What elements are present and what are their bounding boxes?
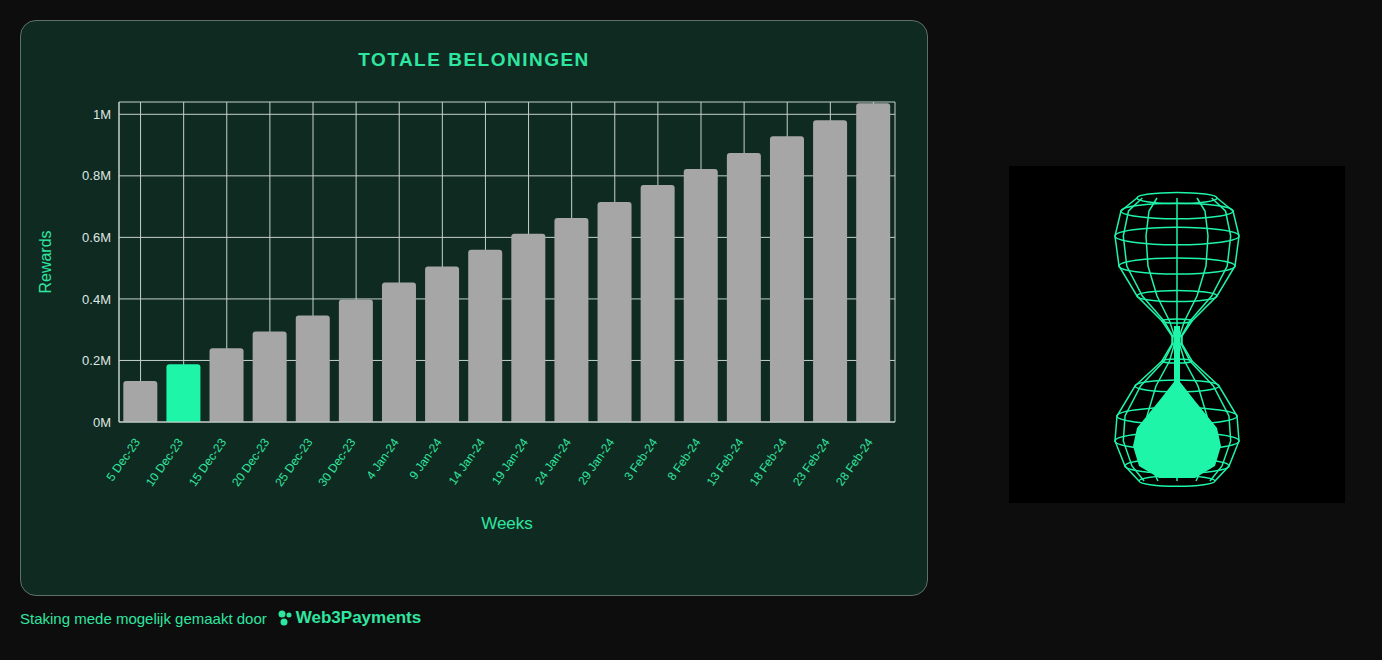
svg-text:0.2M: 0.2M xyxy=(82,353,111,368)
svg-text:4 Jan-24: 4 Jan-24 xyxy=(363,435,401,482)
svg-text:0.6M: 0.6M xyxy=(82,230,111,245)
html-text:Web3Payments: Web3Payments xyxy=(295,608,422,627)
svg-text:15 Dec-23: 15 Dec-23 xyxy=(186,435,229,489)
svg-text:Rewards: Rewards xyxy=(37,230,54,293)
svg-text:10 Dec-23: 10 Dec-23 xyxy=(143,435,186,489)
svg-text:8 Feb-24: 8 Feb-24 xyxy=(664,435,703,483)
svg-text:19 Jan-24: 19 Jan-24 xyxy=(489,435,531,487)
svg-text:20 Dec-23: 20 Dec-23 xyxy=(229,435,272,489)
svg-text:1M: 1M xyxy=(93,107,111,122)
html-text:Staking mede mogelijk gemaakt: Staking mede mogelijk gemaakt door xyxy=(20,609,267,627)
svg-text:0M: 0M xyxy=(93,415,111,430)
svg-text:9 Jan-24: 9 Jan-24 xyxy=(407,435,445,482)
svg-text:13 Feb-24: 13 Feb-24 xyxy=(704,435,747,488)
svg-text:Weeks: Weeks xyxy=(481,514,533,533)
svg-text:30 Dec-23: 30 Dec-23 xyxy=(315,435,358,489)
svg-text:0.8M: 0.8M xyxy=(82,168,111,183)
svg-text:3 Feb-24: 3 Feb-24 xyxy=(621,435,660,483)
svg-text:14 Jan-24: 14 Jan-24 xyxy=(446,435,488,487)
svg-text:23 Feb-24: 23 Feb-24 xyxy=(790,435,833,488)
svg-text:28 Feb-24: 28 Feb-24 xyxy=(833,435,876,488)
svg-text:29 Jan-24: 29 Jan-24 xyxy=(575,435,617,487)
svg-text:18 Feb-24: 18 Feb-24 xyxy=(747,435,790,488)
svg-text:24 Jan-24: 24 Jan-24 xyxy=(532,435,574,487)
svg-text:0.4M: 0.4M xyxy=(82,292,111,307)
svg-text:5 Dec-23: 5 Dec-23 xyxy=(104,435,144,483)
html-text:TOTALE BELONINGEN: TOTALE BELONINGEN xyxy=(358,49,590,70)
svg-text:25 Dec-23: 25 Dec-23 xyxy=(272,435,315,489)
